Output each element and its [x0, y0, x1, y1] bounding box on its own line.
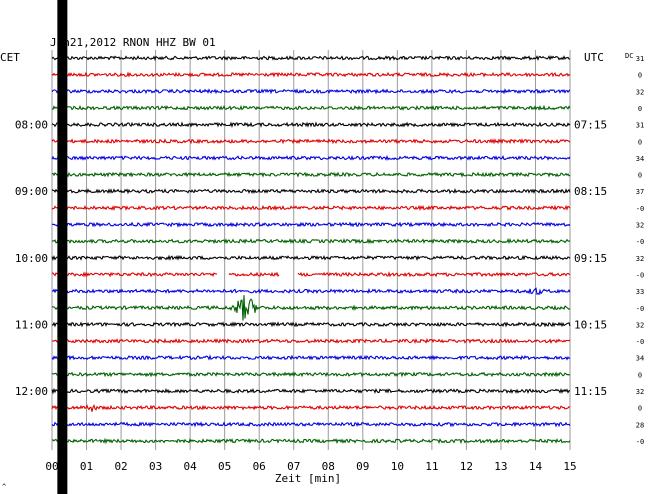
x-tick-label-01: 01 — [80, 460, 93, 473]
trace-7 — [51, 171, 571, 178]
trace-17 — [51, 337, 571, 345]
trace-13 — [51, 271, 571, 278]
trace-6 — [51, 154, 571, 161]
dc-offset-label-6: 34 — [636, 155, 644, 163]
dc-offset-label-22: 28 — [636, 421, 644, 429]
trace-5 — [51, 138, 571, 145]
x-tick-label-07: 07 — [287, 460, 300, 473]
right-hour-label: 09:15 — [574, 252, 607, 265]
minute-gridlines — [51, 50, 571, 450]
x-tick-label-02: 02 — [114, 460, 127, 473]
x-tick-label-00: 00 — [45, 460, 58, 473]
trace-2 — [51, 88, 571, 95]
left-hour-label: 11:00 — [15, 318, 48, 331]
x-tick-label-15: 15 — [563, 460, 576, 473]
dc-offset-label-18: 34 — [636, 355, 644, 363]
dc-offset-label-13: -0 — [636, 271, 644, 279]
trace-10 — [51, 221, 571, 228]
dc-offset-label-19: 0 — [638, 371, 642, 379]
dc-offset-label-4: 31 — [636, 122, 644, 130]
dc-offset-label-10: 32 — [636, 222, 644, 230]
x-tick-label-13: 13 — [494, 460, 507, 473]
x-tick-label-14: 14 — [529, 460, 543, 473]
dc-offset-label-14: 33 — [636, 288, 644, 296]
dc-offset-label-2: 32 — [636, 88, 644, 96]
trace-19 — [51, 371, 571, 378]
trace-11 — [51, 237, 571, 245]
chart-title: Jan21,2012 RNON HHZ BW 01 — [50, 36, 216, 49]
dc-offset-label-21: 0 — [638, 405, 642, 413]
x-tick-label-06: 06 — [253, 460, 266, 473]
x-tick-label-11: 11 — [425, 460, 438, 473]
trace-3 — [51, 104, 571, 111]
dc-offset-label-8: 37 — [636, 188, 644, 196]
dc-offset-label-1: 0 — [638, 72, 642, 80]
trace-15 — [52, 295, 571, 321]
label-layer: 00 01 02 03 04 05 06 07 08 09 10 11 12 13 14 1531032031… — [15, 0, 644, 494]
x-tick-label-05: 05 — [218, 460, 231, 473]
dc-offset-label-15: -0 — [636, 305, 644, 313]
trace-layer — [51, 55, 571, 445]
trace-16 — [51, 321, 571, 328]
dc-offset-label-23: -0 — [636, 438, 644, 446]
dc-offset-label-3: 0 — [638, 105, 642, 113]
x-axis-label: Zeit [min] — [275, 472, 341, 485]
left-hour-label: 09:00 — [15, 185, 48, 198]
trace-18 — [51, 354, 571, 361]
right-hour-label: 08:15 — [574, 185, 607, 198]
right-hour-label: 11:15 — [574, 385, 607, 398]
dc-offset-label-7: 0 — [638, 172, 642, 180]
x-tick-label-04: 04 — [184, 460, 198, 473]
dc-offset-label-20: 32 — [636, 388, 644, 396]
right-timezone-label: UTC — [584, 51, 604, 64]
x-tick-label-03: 03 — [149, 460, 162, 473]
trace-14 — [51, 287, 571, 296]
right-hour-label: 10:15 — [574, 318, 607, 331]
dc-header-label: DC — [625, 52, 633, 60]
x-tick-label-09: 09 — [356, 460, 369, 473]
left-hour-label: 10:00 — [15, 252, 48, 265]
trace-8 — [51, 187, 571, 195]
trace-21 — [51, 403, 571, 412]
x-tick-label-10: 10 — [391, 460, 404, 473]
left-hour-label: 12:00 — [15, 385, 48, 398]
dc-offset-label-17: -0 — [636, 338, 644, 346]
trace-1 — [51, 71, 571, 78]
left-timezone-label: CET — [0, 51, 20, 64]
trace-12 — [51, 254, 571, 261]
artifact-bar — [57, 0, 68, 494]
trace-9 — [51, 204, 571, 212]
trace-0 — [51, 55, 571, 61]
x-tick-label-12: 12 — [460, 460, 473, 473]
trace-4 — [51, 121, 571, 128]
trace-22 — [51, 421, 571, 428]
dc-offset-label-9: -0 — [636, 205, 644, 213]
dc-offset-label-5: 0 — [638, 138, 642, 146]
left-hour-label: 08:00 — [15, 119, 48, 132]
dc-offset-label-0: 31 — [636, 55, 644, 63]
bottom-left-mark: ^ — [2, 483, 6, 491]
trace-20 — [51, 387, 571, 395]
dc-offset-label-11: -0 — [636, 238, 644, 246]
trace-23 — [51, 437, 571, 445]
x-tick-label-08: 08 — [322, 460, 335, 473]
dc-offset-label-12: 32 — [636, 255, 644, 263]
dc-offset-label-16: 32 — [636, 321, 644, 329]
right-hour-label: 07:15 — [574, 119, 607, 132]
